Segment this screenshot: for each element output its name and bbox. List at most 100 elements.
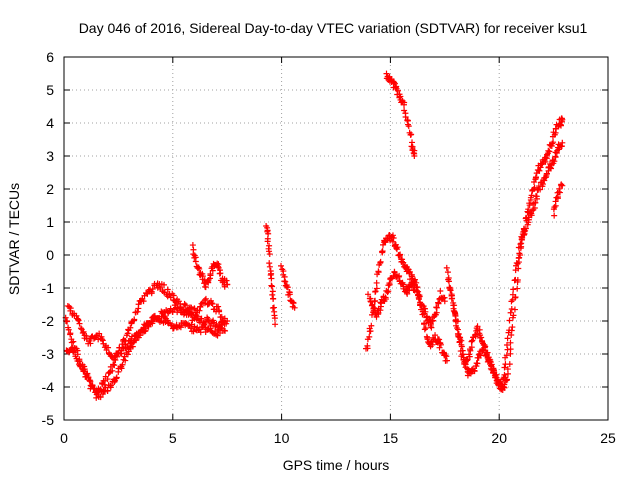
data-point	[487, 365, 494, 372]
data-point	[130, 339, 137, 346]
data-point	[449, 295, 456, 302]
data-point	[149, 320, 156, 327]
data-point	[266, 260, 273, 267]
data-point	[478, 334, 485, 341]
data-point	[387, 237, 394, 244]
y-tick-label: -4	[42, 379, 55, 395]
series-track-g	[362, 232, 448, 352]
data-point	[469, 337, 476, 344]
y-tick-label: -1	[42, 280, 55, 296]
data-point	[545, 147, 552, 154]
series-track-f	[278, 262, 298, 311]
data-point	[201, 297, 208, 304]
data-point	[531, 179, 538, 186]
data-point	[117, 347, 124, 354]
data-point	[281, 273, 288, 280]
data-point	[131, 316, 138, 323]
data-point	[127, 324, 134, 331]
data-point	[424, 334, 431, 341]
data-point	[442, 352, 449, 359]
data-point	[170, 292, 177, 299]
data-point	[436, 336, 443, 343]
data-point	[492, 372, 499, 379]
data-point	[140, 298, 147, 305]
series-track-c	[64, 280, 229, 363]
data-point	[391, 269, 398, 276]
data-point	[148, 319, 155, 326]
data-point	[213, 331, 220, 338]
data-point	[394, 87, 401, 94]
data-point	[214, 260, 221, 267]
data-point	[408, 131, 415, 138]
data-point	[377, 258, 384, 265]
data-point	[161, 281, 168, 288]
y-tick-label: 3	[46, 148, 54, 164]
data-point	[559, 139, 566, 146]
data-point	[365, 291, 372, 298]
data-point	[119, 341, 126, 348]
data-point	[97, 394, 104, 401]
data-point	[507, 339, 514, 346]
series-track-k	[445, 139, 566, 390]
series-track-l	[550, 181, 566, 219]
data-point	[375, 311, 382, 318]
data-point	[503, 352, 510, 359]
data-point	[457, 334, 464, 341]
data-point	[188, 321, 195, 328]
y-tick-label: 4	[46, 115, 54, 131]
data-point	[291, 304, 298, 311]
series-track-d	[189, 242, 231, 291]
data-point	[454, 318, 461, 325]
data-point	[549, 140, 556, 147]
data-point	[118, 350, 125, 357]
data-point	[401, 107, 408, 114]
data-point	[419, 311, 426, 318]
data-point	[367, 328, 374, 335]
data-point	[537, 186, 544, 193]
data-point	[531, 199, 538, 206]
data-point	[558, 181, 565, 188]
data-point	[270, 295, 277, 302]
data-point	[122, 337, 129, 344]
data-point	[161, 314, 168, 321]
data-point	[124, 344, 131, 351]
y-tick-label: 0	[46, 247, 54, 263]
data-point	[421, 326, 428, 333]
y-axis-label: SDTVAR / TECUs	[6, 183, 22, 295]
data-point	[124, 351, 131, 358]
data-point	[552, 154, 559, 161]
data-point	[182, 302, 189, 309]
data-point	[98, 336, 105, 343]
data-point	[216, 308, 223, 315]
data-point	[445, 278, 452, 285]
data-point	[199, 273, 206, 280]
data-point	[119, 361, 126, 368]
data-point	[501, 371, 508, 378]
data-point	[86, 377, 93, 384]
data-point	[266, 263, 273, 270]
data-point	[515, 255, 522, 262]
data-point	[544, 151, 551, 158]
data-point	[76, 362, 83, 369]
data-point	[443, 357, 450, 364]
data-point	[551, 204, 558, 211]
data-point	[484, 349, 491, 356]
data-point	[266, 251, 273, 258]
data-point	[556, 185, 563, 192]
data-point	[209, 300, 216, 307]
data-point	[75, 317, 82, 324]
data-point	[459, 351, 466, 358]
data-point	[551, 212, 558, 219]
data-point	[417, 301, 424, 308]
data-point	[502, 361, 509, 368]
data-point	[194, 313, 201, 320]
data-point	[501, 364, 508, 371]
data-point	[105, 344, 112, 351]
data-point	[217, 270, 224, 277]
data-point	[197, 303, 204, 310]
data-point	[202, 295, 209, 302]
data-point	[394, 244, 401, 251]
x-axis-label: GPS time / hours	[283, 457, 390, 473]
data-point	[373, 279, 380, 286]
